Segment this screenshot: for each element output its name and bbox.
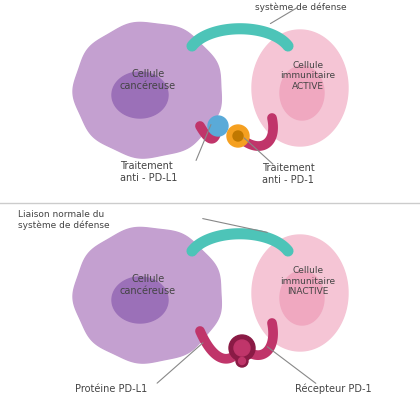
Polygon shape	[112, 72, 168, 118]
Polygon shape	[280, 271, 324, 325]
Polygon shape	[112, 277, 168, 323]
Text: Cellule
immunitaire
ACTIVE: Cellule immunitaire ACTIVE	[281, 61, 336, 91]
Polygon shape	[252, 30, 348, 146]
Polygon shape	[252, 235, 348, 351]
Circle shape	[229, 335, 255, 361]
Circle shape	[227, 125, 249, 147]
Text: Liaison normale du
système de défense: Liaison normale du système de défense	[18, 210, 110, 230]
Circle shape	[239, 357, 246, 364]
Polygon shape	[73, 227, 221, 363]
Circle shape	[234, 340, 250, 356]
Circle shape	[208, 116, 228, 136]
Text: Traitement
anti - PD-1: Traitement anti - PD-1	[262, 163, 315, 185]
Text: Cellule
cancéreuse: Cellule cancéreuse	[120, 69, 176, 91]
Text: Récepteur PD-1: Récepteur PD-1	[295, 384, 372, 394]
Text: Cellule
immunitaire
INACTIVE: Cellule immunitaire INACTIVE	[281, 266, 336, 296]
Circle shape	[236, 355, 248, 367]
Text: Protéine PD-L1: Protéine PD-L1	[75, 384, 147, 394]
Text: Cellule
cancéreuse: Cellule cancéreuse	[120, 274, 176, 296]
Circle shape	[233, 131, 243, 141]
Text: Traitement
anti - PD-L1: Traitement anti - PD-L1	[120, 161, 177, 183]
Polygon shape	[73, 23, 221, 158]
Polygon shape	[280, 66, 324, 120]
Text: Liaison normale du
système de défense: Liaison normale du système de défense	[255, 0, 346, 12]
